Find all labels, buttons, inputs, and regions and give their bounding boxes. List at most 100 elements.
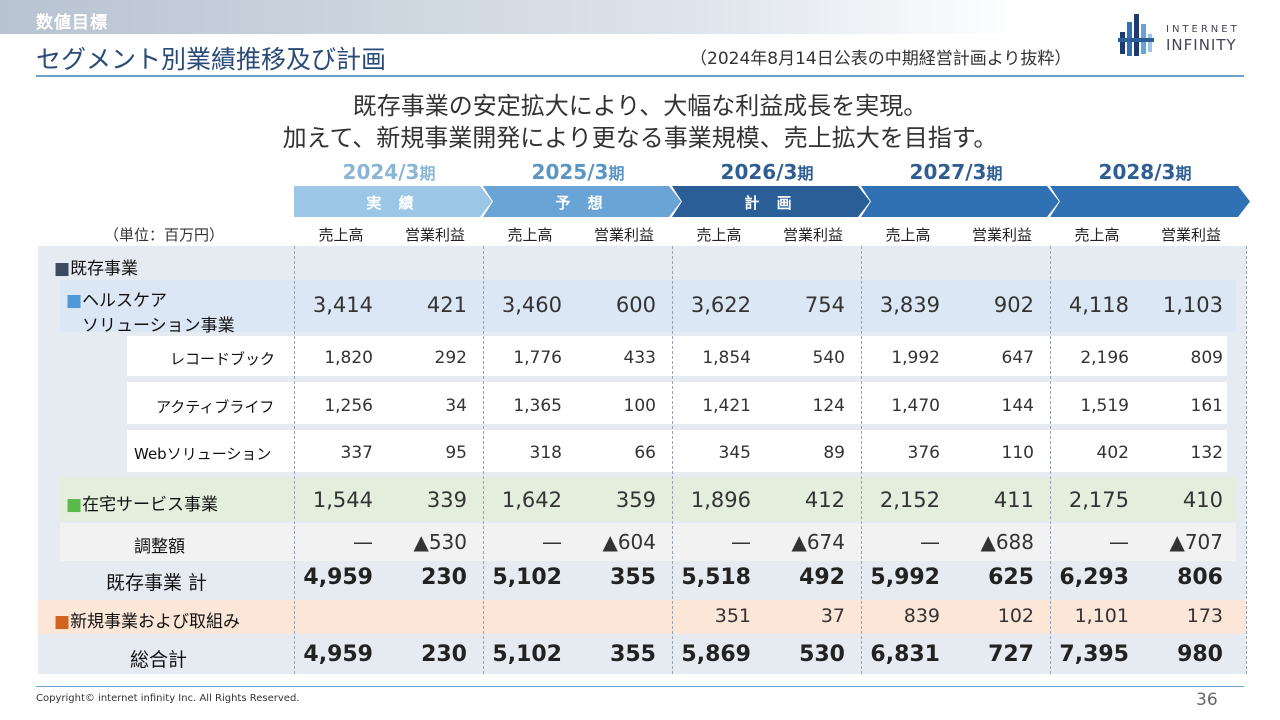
existing-total-profit-cell: 355 — [610, 565, 656, 590]
existing-business-marker: ■ — [54, 259, 71, 279]
healthcare-profit-cell: 754 — [804, 293, 845, 317]
phase-bar-3: 計 画 — [672, 186, 870, 217]
grand-total-sales-cell: 5,869 — [681, 642, 751, 667]
year-number: 2026/3 — [720, 160, 798, 184]
phase-bar-4 — [861, 186, 1059, 217]
logo-mark-icon — [1118, 14, 1154, 56]
page-title: セグメント別業績推移及び計画 — [36, 45, 387, 74]
recordbook-sales-cell: 1,820 — [324, 348, 373, 368]
adjustment-sales-cell: — — [542, 530, 562, 554]
healthcare-label-line2: ソリューション事業 — [82, 316, 235, 336]
adjustment-row-band — [60, 523, 1236, 561]
activelife-profit-cell: 100 — [623, 396, 656, 416]
activelife-row-band — [127, 382, 1227, 424]
phase-label: 実 績 — [366, 194, 420, 212]
column-separator — [483, 246, 484, 674]
websolution-sales-cell: 318 — [529, 443, 562, 463]
grand-total-profit-cell: 355 — [610, 642, 656, 667]
row-label-websolution: Webソリューション — [134, 445, 272, 463]
row-label-grand-total: 総合計 — [130, 649, 188, 671]
headline-line-2: 加えて、新規事業開発により更なる事業規模、売上拡大を目指す。 — [282, 124, 998, 152]
activelife-sales-cell: 1,256 — [324, 396, 373, 416]
recordbook-sales-cell: 1,776 — [513, 348, 562, 368]
recordbook-profit-cell: 433 — [623, 348, 656, 368]
row-label-home-service: ■在宅サービス事業 — [66, 490, 218, 515]
existing-total-sales-cell: 5,518 — [681, 565, 751, 590]
homeservice-sales-cell: 1,544 — [312, 488, 373, 512]
row-label-adjustment: 調整額 — [134, 537, 185, 557]
column-header-sales: 売上高 — [318, 226, 364, 244]
column-separator — [672, 246, 673, 674]
new-business-profit-cell: 37 — [820, 605, 845, 627]
row-label-healthcare: ■ヘルスケア ソリューション事業 — [66, 286, 235, 336]
page-number: 36 — [1196, 690, 1218, 710]
year-heading-3: 2026/3期 — [672, 160, 862, 184]
adjustment-sales-cell: — — [731, 530, 751, 554]
year-number: 2028/3 — [1098, 160, 1176, 184]
websolution-profit-cell: 89 — [823, 443, 845, 463]
healthcare-label-line1: ■ヘルスケア — [66, 291, 168, 311]
websolution-profit-cell: 110 — [1001, 443, 1034, 463]
new-business-marker: ■ — [54, 612, 71, 632]
grand-total-profit-cell: 230 — [421, 642, 467, 667]
recordbook-profit-cell: 647 — [1001, 348, 1034, 368]
websolution-sales-cell: 337 — [340, 443, 373, 463]
adjustment-profit-cell: ▲674 — [791, 530, 845, 554]
activelife-sales-cell: 1,365 — [513, 396, 562, 416]
healthcare-profit-cell: 421 — [426, 293, 467, 317]
source-note: （2024年8月14日公表の中期経営計画より抜粋） — [690, 49, 1072, 69]
new-business-sales-cell: 839 — [903, 605, 940, 627]
row-label-activelife: アクティブライフ — [156, 398, 275, 416]
existing-total-sales-cell: 5,102 — [492, 565, 562, 590]
healthcare-row-band — [60, 280, 1236, 332]
phase-label: 計 画 — [744, 194, 798, 212]
adjustment-profit-cell: ▲707 — [1169, 530, 1223, 554]
year-suffix: 期 — [608, 164, 625, 183]
recordbook-sales-cell: 1,854 — [702, 348, 751, 368]
grand-total-sales-cell: 6,831 — [870, 642, 940, 667]
healthcare-sales-cell: 3,460 — [501, 293, 562, 317]
activelife-profit-cell: 124 — [812, 396, 845, 416]
recordbook-profit-cell: 292 — [434, 348, 467, 368]
recordbook-sales-cell: 2,196 — [1080, 348, 1129, 368]
adjustment-sales-cell: — — [920, 530, 940, 554]
websolution-profit-cell: 66 — [634, 443, 656, 463]
websolution-sales-cell: 345 — [718, 443, 751, 463]
grand-total-sales-cell: 4,959 — [303, 642, 373, 667]
adjustment-sales-cell: — — [1109, 530, 1129, 554]
column-header-operating-profit: 営業利益 — [404, 226, 465, 244]
year-number: 2024/3 — [342, 160, 420, 184]
healthcare-profit-cell: 902 — [993, 293, 1034, 317]
grand-total-sales-cell: 5,102 — [492, 642, 562, 667]
healthcare-marker: ■ — [66, 291, 83, 311]
activelife-profit-cell: 144 — [1001, 396, 1034, 416]
phase-bar-5 — [1050, 186, 1250, 217]
websolution-profit-cell: 95 — [445, 443, 467, 463]
healthcare-sales-cell: 3,839 — [879, 293, 940, 317]
column-header-sales: 売上高 — [507, 226, 553, 244]
new-business-profit-cell: 102 — [997, 605, 1034, 627]
healthcare-sales-cell: 3,414 — [312, 293, 373, 317]
homeservice-profit-cell: 410 — [1182, 488, 1223, 512]
homeservice-sales-cell: 2,175 — [1068, 488, 1129, 512]
title-divider — [36, 75, 1244, 77]
existing-total-sales-cell: 6,293 — [1059, 565, 1129, 590]
new-business-row-band — [38, 600, 1246, 634]
phase-chevron-icon — [861, 186, 1059, 217]
activelife-sales-cell: 1,519 — [1080, 396, 1129, 416]
year-suffix: 期 — [797, 164, 814, 183]
websolution-profit-cell: 132 — [1190, 443, 1223, 463]
year-heading-1: 2024/3期 — [294, 160, 484, 184]
row-label-existing-business: ■既存事業 — [54, 254, 138, 279]
year-number: 2025/3 — [531, 160, 609, 184]
year-heading-2: 2025/3期 — [483, 160, 673, 184]
recordbook-sales-cell: 1,992 — [891, 348, 940, 368]
grand-total-profit-cell: 727 — [988, 642, 1034, 667]
new-business-sales-cell: 1,101 — [1074, 605, 1129, 627]
column-separator — [861, 246, 862, 674]
column-separator — [1246, 246, 1247, 674]
recordbook-row-band — [127, 336, 1227, 376]
activelife-profit-cell: 161 — [1190, 396, 1223, 416]
section-label: 数値目標 — [36, 13, 108, 33]
column-header-sales: 売上高 — [885, 226, 931, 244]
